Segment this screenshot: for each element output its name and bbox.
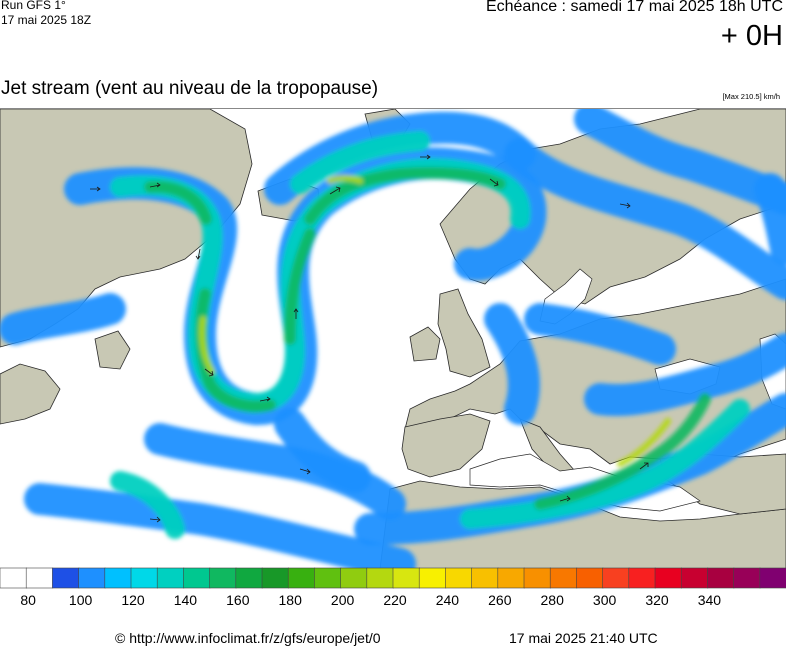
colorbar-swatch	[733, 567, 761, 589]
labrador-landmass	[0, 363, 61, 425]
colorbar-swatch	[340, 567, 368, 589]
colorbar-swatch	[287, 567, 316, 589]
max-wind-label: [Max 210.5] km/h	[722, 92, 780, 101]
wind-speed-colorbar	[0, 567, 786, 589]
jet-stream-map	[0, 108, 786, 568]
colorbar-tick-label: 160	[226, 592, 250, 608]
colorbar-tick-labels: 80 100 120 140 160 180 200 220 240 260 280 300 320 34…	[0, 592, 786, 610]
colorbar-swatch	[418, 567, 447, 589]
map-canvas	[0, 109, 786, 568]
colorbar-swatch	[628, 567, 656, 589]
colorbar-tick-label: 240	[435, 592, 460, 608]
colorbar-swatch	[104, 567, 132, 589]
colorbar-swatch	[52, 567, 80, 589]
colorbar-swatch	[445, 567, 473, 589]
colorbar-swatch	[680, 567, 709, 589]
colorbar-tick-label: 100	[68, 592, 93, 608]
colorbar-swatch	[261, 567, 290, 589]
newfoundland-landmass	[94, 330, 131, 370]
colorbar-swatch	[314, 567, 342, 589]
colorbar-tick-label: 120	[121, 592, 145, 608]
colorbar-swatch	[602, 567, 630, 589]
colorbar-tick-label: 220	[383, 592, 407, 608]
colorbar-tick-label: 260	[488, 592, 512, 608]
colorbar-swatch	[523, 567, 552, 589]
colorbar-tick-label: 140	[173, 592, 198, 608]
jet-stream-layer	[0, 109, 786, 568]
colorbar-swatch	[497, 567, 525, 589]
colorbar-swatch	[156, 567, 185, 589]
colorbar-tick-label: 80	[20, 592, 36, 608]
colorbar-swatch	[25, 567, 54, 589]
great-britain-landmass	[437, 288, 491, 378]
generation-timestamp: 17 mai 2025 21:40 UTC	[509, 630, 658, 646]
ireland-landmass	[409, 326, 441, 362]
run-date: 17 mai 2025 18Z	[1, 13, 92, 27]
run-label: Run GFS 1°	[1, 0, 66, 12]
colorbar-swatch	[471, 567, 499, 589]
colorbar-swatch	[707, 567, 735, 589]
colorbar-swatch	[759, 567, 786, 589]
colorbar-tick-label: 200	[330, 592, 355, 608]
colorbar-swatch	[78, 567, 106, 589]
iberia-landmass	[401, 413, 491, 478]
colorbar-swatch	[235, 567, 263, 589]
colorbar-tick-label: 280	[540, 592, 564, 608]
colorbar-swatch	[130, 567, 159, 589]
lead-time: + 0H	[720, 20, 783, 52]
colorbar-tick-label: 300	[592, 592, 617, 608]
colorbar-tick-label: 180	[278, 592, 302, 608]
map-title: Jet stream (vent au niveau de la tropopa…	[1, 78, 379, 99]
colorbar-swatch	[183, 567, 211, 589]
colorbar-swatch	[576, 567, 604, 589]
wind-arrows	[90, 154, 649, 523]
colorbar-swatch	[0, 567, 28, 589]
colorbar-swatch	[209, 567, 237, 589]
colorbar-tick-label: 340	[697, 592, 722, 608]
colorbar-tick-label: 320	[645, 592, 669, 608]
colorbar-swatch	[654, 567, 683, 589]
colorbar-swatch	[549, 567, 578, 589]
colorbar-swatch	[366, 567, 394, 589]
source-url: © http://www.infoclimat.fr/z/gfs/europe/…	[115, 630, 381, 646]
colorbar-swatch	[392, 567, 421, 589]
forecast-time: Echéance : samedi 17 mai 2025 18h UTC	[485, 0, 783, 15]
